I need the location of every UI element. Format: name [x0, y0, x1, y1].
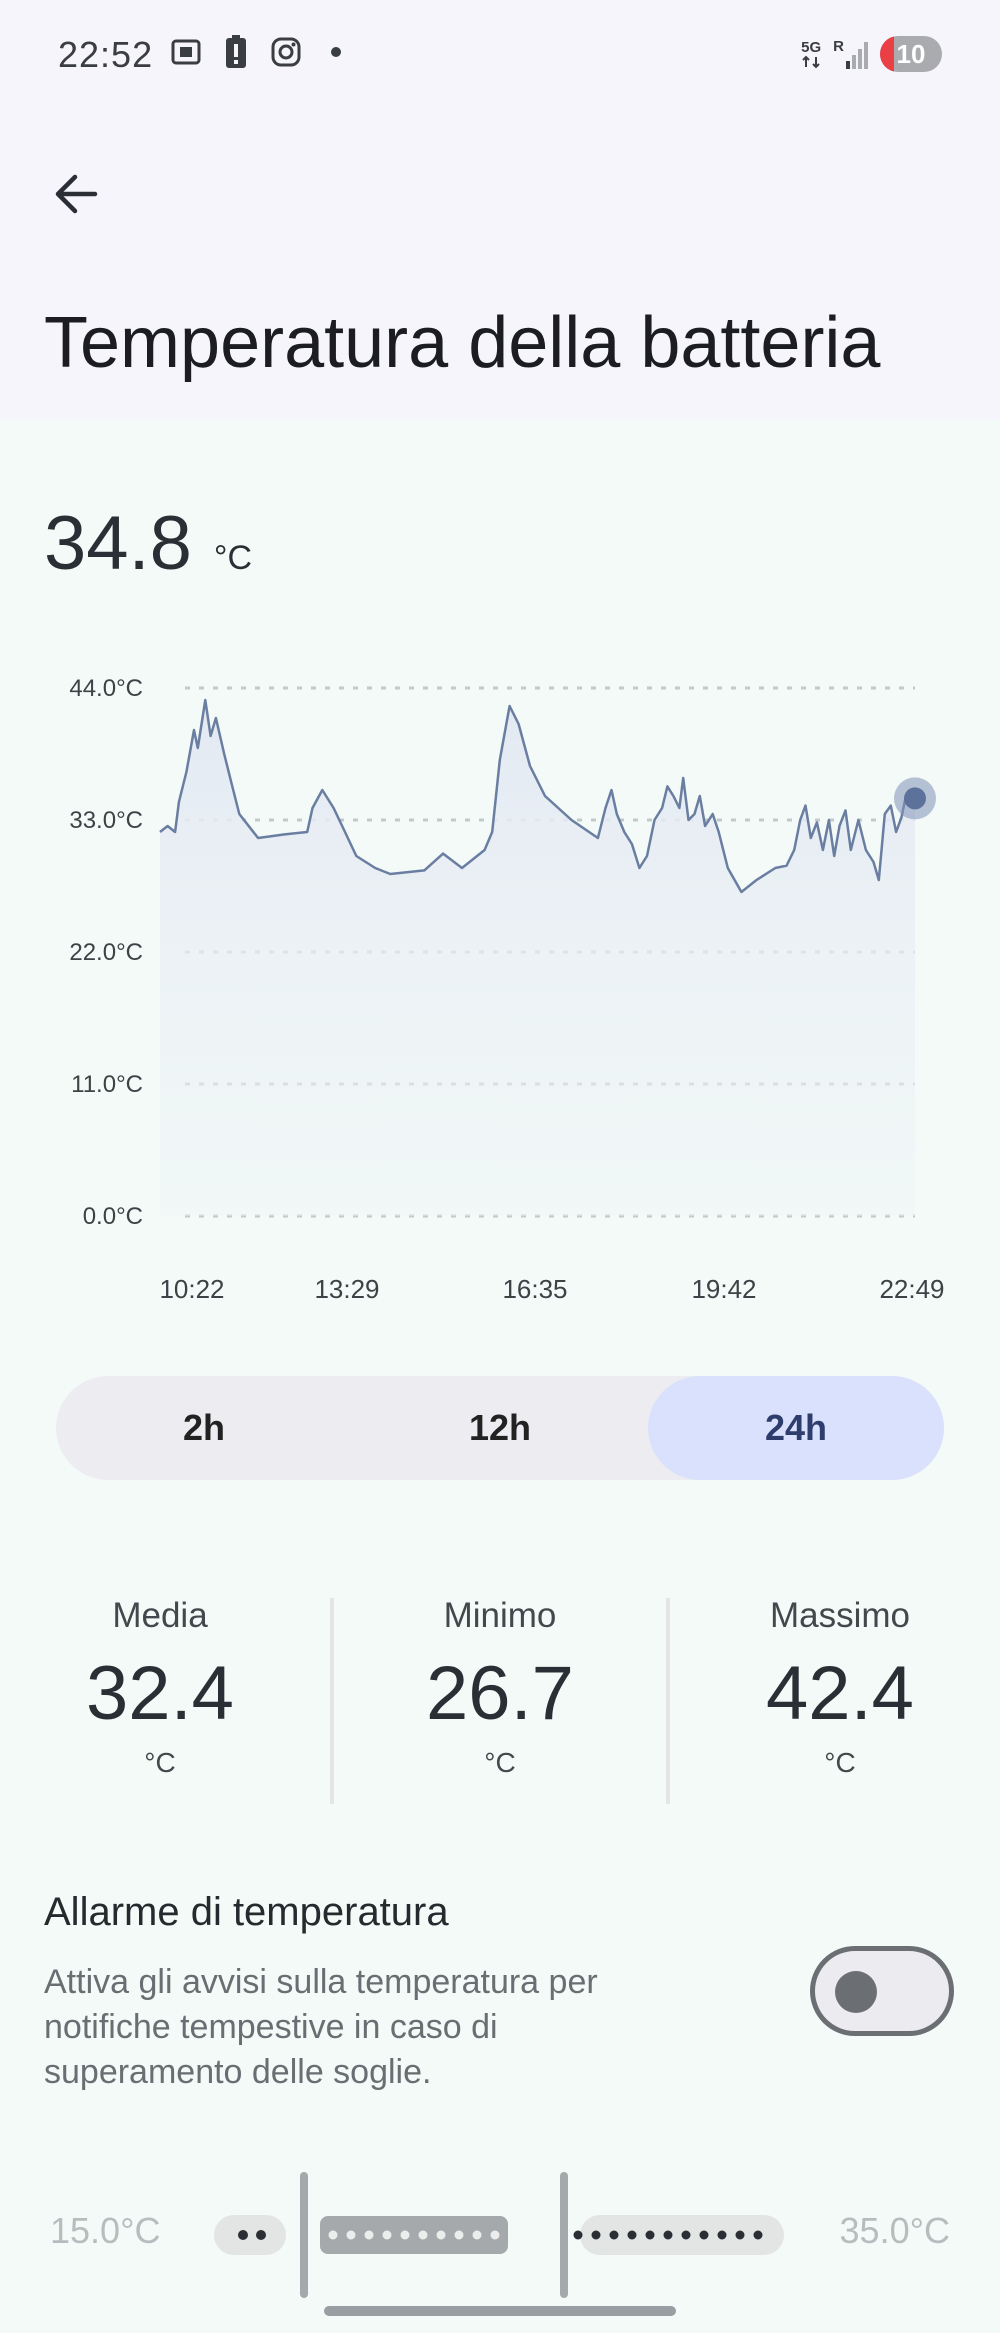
- stat-max-label: Massimo: [769, 1596, 911, 1635]
- network-5g-icon: 5G: [801, 40, 821, 69]
- y-tick-label: 22.0°C: [69, 939, 143, 966]
- threshold-range-fill: [320, 2216, 508, 2254]
- alarm-toggle[interactable]: [810, 1946, 954, 2036]
- status-icons-right: 5G R 10: [801, 36, 942, 72]
- stat-max-unit: °C: [824, 1747, 856, 1778]
- x-tick-label: 10:22: [159, 1274, 224, 1304]
- signal-icon: R: [833, 39, 868, 69]
- time-range-selector: 2h 12h 24h: [56, 1376, 944, 1480]
- tab-12h[interactable]: 12h: [468, 1407, 532, 1448]
- header-area: [0, 0, 1000, 420]
- home-indicator: [324, 2306, 676, 2316]
- stat-max: Massimo 42.4 °C: [680, 1596, 1000, 1779]
- threshold-min-handle[interactable]: [300, 2172, 308, 2298]
- threshold-max-label: 35.0°C: [839, 2210, 950, 2251]
- y-tick-label: 44.0°C: [69, 675, 143, 702]
- stat-min-label: Minimo: [443, 1596, 557, 1635]
- tab-2h[interactable]: 2h: [182, 1407, 225, 1448]
- chart-current-marker: [904, 787, 926, 810]
- stat-min-value: 26.7: [426, 1651, 574, 1736]
- instagram-icon: [270, 36, 302, 68]
- status-icons-left: [170, 35, 352, 68]
- y-tick-label: 11.0°C: [71, 1071, 143, 1098]
- y-tick-label: 0.0°C: [83, 1203, 143, 1230]
- chart-line: [159, 698, 915, 894]
- stat-min-unit: °C: [484, 1747, 516, 1778]
- stat-max-value: 42.4: [766, 1651, 914, 1736]
- divider: [330, 1598, 334, 1804]
- status-bar: 22:52 5G R 10: [0, 0, 1000, 110]
- x-tick-label: 22:49: [879, 1274, 944, 1304]
- dot-icon: [320, 36, 352, 68]
- arrow-left-icon: [55, 174, 98, 214]
- divider: [666, 1598, 670, 1804]
- current-temperature: 34.8 °C: [44, 500, 252, 587]
- y-tick-label: 33.0°C: [69, 807, 143, 834]
- stat-min: Minimo 26.7 °C: [340, 1596, 660, 1779]
- x-tick-label: 16:35: [502, 1274, 567, 1304]
- page-title: Temperatura della batteria: [44, 303, 881, 383]
- threshold-max-handle[interactable]: [560, 2172, 568, 2298]
- alarm-title: Allarme di temperatura: [44, 1890, 449, 1934]
- temperature-chart: 44.0°C 33.0°C 22.0°C 11.0°C 0.0°C 10:22 13:29…: [69, 675, 944, 1304]
- status-time: 22:52: [58, 34, 154, 75]
- chart-area: [160, 700, 915, 1216]
- current-temperature-value: 34.8: [44, 501, 192, 586]
- stat-mean-label: Media: [112, 1596, 208, 1635]
- screenshot-icon: [170, 36, 202, 68]
- x-tick-label: 19:42: [691, 1274, 756, 1304]
- alarm-description: Attiva gli avvisi sulla temperatura per …: [44, 1963, 598, 2091]
- stat-mean-unit: °C: [144, 1747, 176, 1778]
- stats-row: Media 32.4 °C Minimo 26.7 °C Massimo 42.…: [0, 1596, 1000, 1806]
- tab-24h[interactable]: 24h: [648, 1376, 944, 1480]
- toggle-knob: [835, 1971, 877, 2013]
- threshold-range-slider[interactable]: [210, 2170, 810, 2300]
- stat-mean: Media 32.4 °C: [0, 1596, 320, 1779]
- threshold-min-label: 15.0°C: [50, 2210, 161, 2251]
- battery-alert-icon: [220, 35, 252, 68]
- battery-indicator: 10: [880, 36, 942, 72]
- back-button[interactable]: [48, 166, 104, 222]
- stat-mean-value: 32.4: [86, 1651, 234, 1736]
- x-tick-label: 13:29: [314, 1274, 379, 1304]
- current-temperature-unit: °C: [213, 539, 253, 577]
